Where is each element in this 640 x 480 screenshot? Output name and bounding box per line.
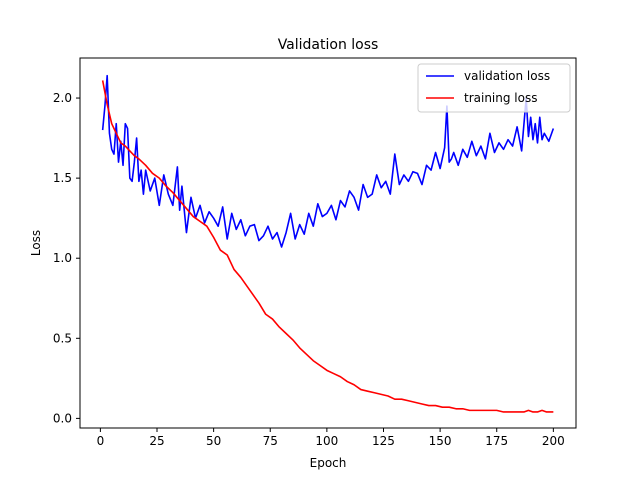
x-tick-label: 150 (429, 434, 452, 448)
x-tick-label: 25 (149, 434, 164, 448)
plot-area (79, 57, 577, 429)
y-tick-label: 0.0 (53, 411, 72, 425)
x-axis-label: Epoch (310, 456, 347, 470)
legend-box (417, 63, 571, 113)
y-tick-label: 1.5 (53, 171, 72, 185)
series-line-training-loss (101, 80, 554, 413)
x-tick-label: 175 (485, 434, 508, 448)
y-tick-label: 1.0 (53, 251, 72, 265)
x-tick-label: 100 (315, 434, 338, 448)
x-tick-label: 200 (542, 434, 565, 448)
series-layer (101, 74, 555, 413)
legend-label-validation-loss: validation loss (464, 69, 550, 83)
x-tick-label: 75 (263, 434, 278, 448)
x-axis-ticks: 0 25 50 75 100 125 150 175 200 (97, 428, 565, 448)
legend: validation loss training loss (417, 63, 571, 113)
x-tick-label: 50 (206, 434, 221, 448)
y-tick-label: 0.5 (53, 331, 72, 345)
x-tick-label: 0 (97, 434, 105, 448)
y-axis-label: Loss (29, 230, 43, 256)
series-line-validation-loss (101, 74, 555, 248)
x-tick-label: 125 (372, 434, 395, 448)
axes-frame (79, 57, 577, 429)
legend-label-training-loss: training loss (464, 91, 537, 105)
chart-title: Validation loss (278, 37, 379, 53)
y-axis-ticks: 0.0 0.5 1.0 1.5 2.0 (53, 91, 80, 425)
y-tick-label: 2.0 (53, 91, 72, 105)
